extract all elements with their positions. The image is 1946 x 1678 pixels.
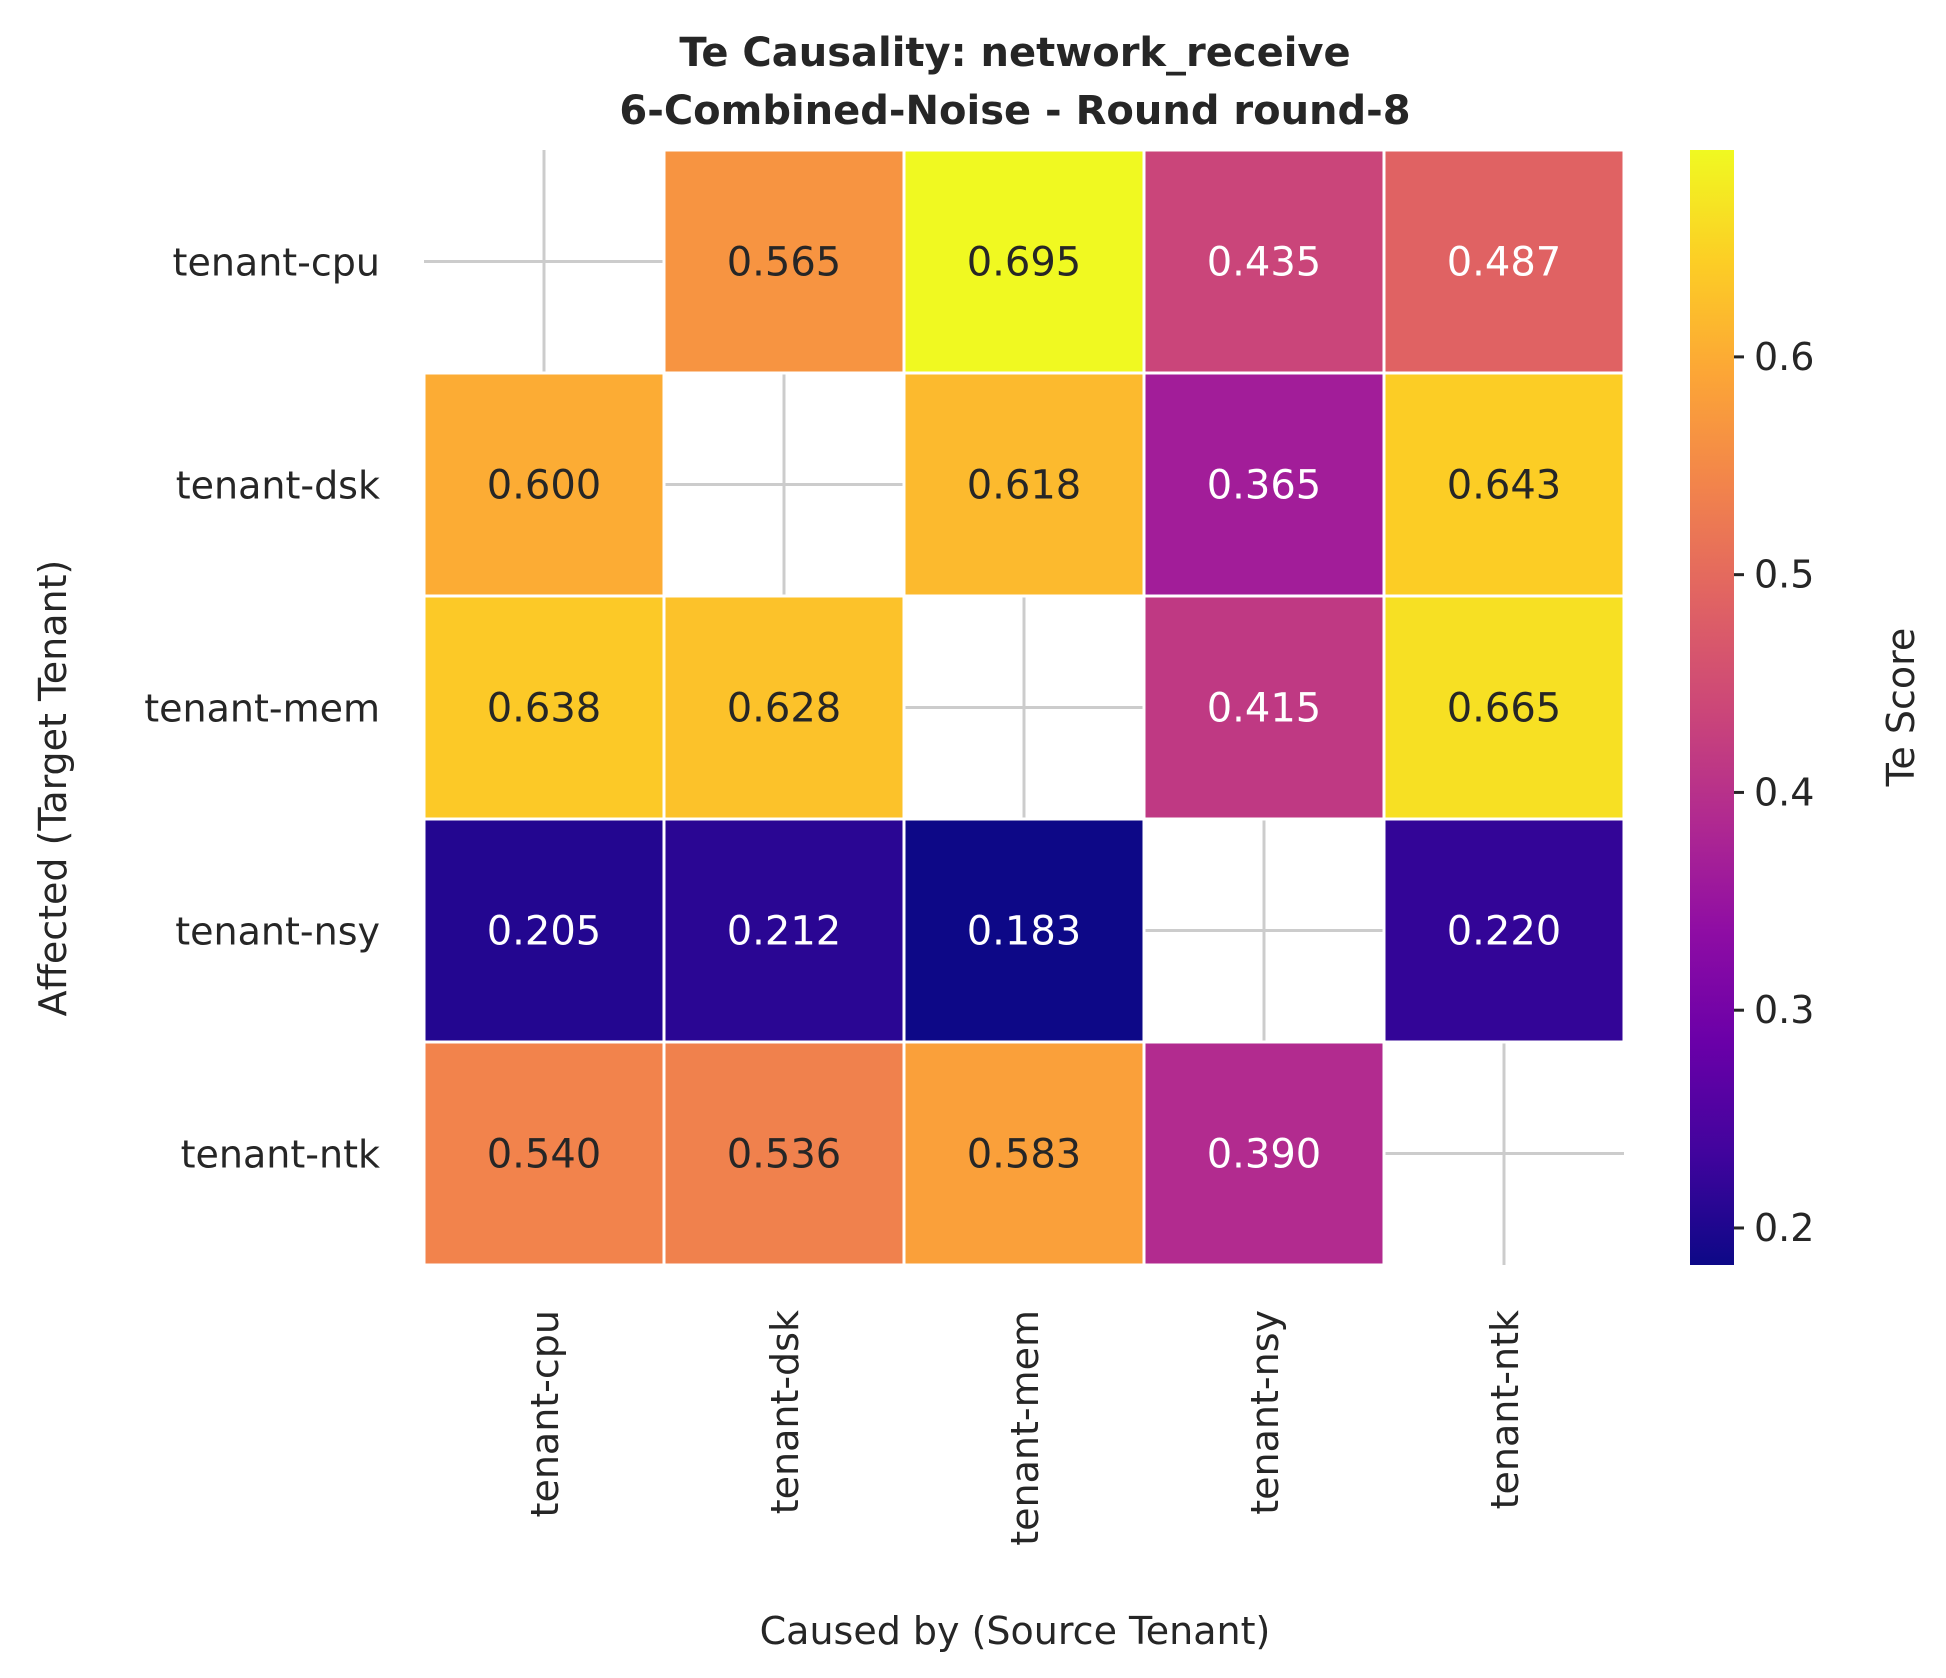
heatmap-cell xyxy=(1382,371,1626,598)
heatmap-cell xyxy=(1382,148,1626,375)
chart-title-line1: Te Causality: network_receive xyxy=(679,30,1350,76)
chart-title-line2: 6-Combined-Noise - Round round-8 xyxy=(619,88,1410,134)
colorbar-tick-label: 0.3 xyxy=(1754,988,1814,1032)
x-tick-label: tenant-cpu xyxy=(523,1310,567,1517)
heatmap-cell xyxy=(422,594,666,821)
heatmap-cell xyxy=(1142,594,1386,821)
cell-value-label: 0.628 xyxy=(727,686,842,732)
cell-value-label: 0.540 xyxy=(487,1132,602,1178)
y-axis-tick-labels: tenant-cpu tenant-dsk tenant-mem tenant-nsy… xyxy=(144,241,380,1177)
x-tick-label: tenant-mem xyxy=(1003,1310,1047,1546)
cell-value-label: 0.220 xyxy=(1447,909,1562,955)
cell-value-label: 0.665 xyxy=(1447,686,1562,732)
x-tick-label: tenant-dsk xyxy=(763,1310,807,1514)
colorbar-tick-label: 0.6 xyxy=(1754,335,1814,379)
cell-value-label: 0.643 xyxy=(1447,463,1562,509)
heatmap-cell xyxy=(662,1040,906,1267)
cell-value-label: 0.205 xyxy=(487,909,602,955)
heatmap-cell xyxy=(902,817,1146,1044)
x-axis-label: Caused by (Source Tenant) xyxy=(760,1609,1271,1653)
heatmap-cell xyxy=(1142,1040,1386,1267)
cell-value-label: 0.390 xyxy=(1207,1132,1322,1178)
heatmap-cell xyxy=(422,817,666,1044)
heatmap-cell xyxy=(422,1040,666,1267)
cell-value-label: 0.415 xyxy=(1207,686,1322,732)
x-tick-label: tenant-ntk xyxy=(1483,1310,1527,1509)
x-tick-label: tenant-nsy xyxy=(1243,1310,1287,1515)
heatmap-cell xyxy=(422,371,666,598)
heatmap-cell xyxy=(1382,817,1626,1044)
cell-value-label: 0.638 xyxy=(487,686,602,732)
y-tick-label: tenant-ntk xyxy=(181,1133,380,1177)
cell-value-label: 0.487 xyxy=(1447,240,1562,286)
cell-value-label: 0.600 xyxy=(487,463,602,509)
colorbar-tick-label: 0.5 xyxy=(1754,553,1814,597)
cell-value-label: 0.565 xyxy=(727,240,842,286)
cell-value-label: 0.183 xyxy=(967,909,1082,955)
cell-value-label: 0.536 xyxy=(727,1132,842,1178)
heatmap-cells: 0.565 0.695 0.435 0.487 0.600 0.618 0.365 0.643… xyxy=(422,148,1626,1267)
cell-value-label: 0.695 xyxy=(967,240,1082,286)
heatmap-cell xyxy=(1142,371,1386,598)
colorbar-tick-label: 0.2 xyxy=(1754,1206,1814,1250)
heatmap-cell xyxy=(902,1040,1146,1267)
colorbar-ticks: 0.2 0.3 0.4 0.5 0.6 xyxy=(1734,335,1814,1250)
x-axis-tick-labels: tenant-cpu tenant-dsk tenant-mem tenant-nsy… xyxy=(523,1310,1527,1546)
y-tick-label: tenant-nsy xyxy=(175,910,380,954)
cell-value-label: 0.212 xyxy=(727,909,842,955)
colorbar xyxy=(1690,150,1734,1265)
y-tick-label: tenant-cpu xyxy=(173,241,380,285)
y-tick-label: tenant-mem xyxy=(144,687,380,731)
y-axis-label: Affected (Target Tenant) xyxy=(31,560,75,1017)
colorbar-tick-label: 0.4 xyxy=(1754,770,1814,814)
cell-value-label: 0.583 xyxy=(967,1132,1082,1178)
heatmap-cell xyxy=(902,371,1146,598)
heatmap-cell xyxy=(902,148,1146,375)
colorbar-label: Te Score xyxy=(1879,628,1923,788)
cell-value-label: 0.435 xyxy=(1207,240,1322,286)
y-tick-label: tenant-dsk xyxy=(176,464,380,508)
cell-value-label: 0.365 xyxy=(1207,463,1322,509)
cell-value-label: 0.618 xyxy=(967,463,1082,509)
heatmap-cell xyxy=(662,594,906,821)
